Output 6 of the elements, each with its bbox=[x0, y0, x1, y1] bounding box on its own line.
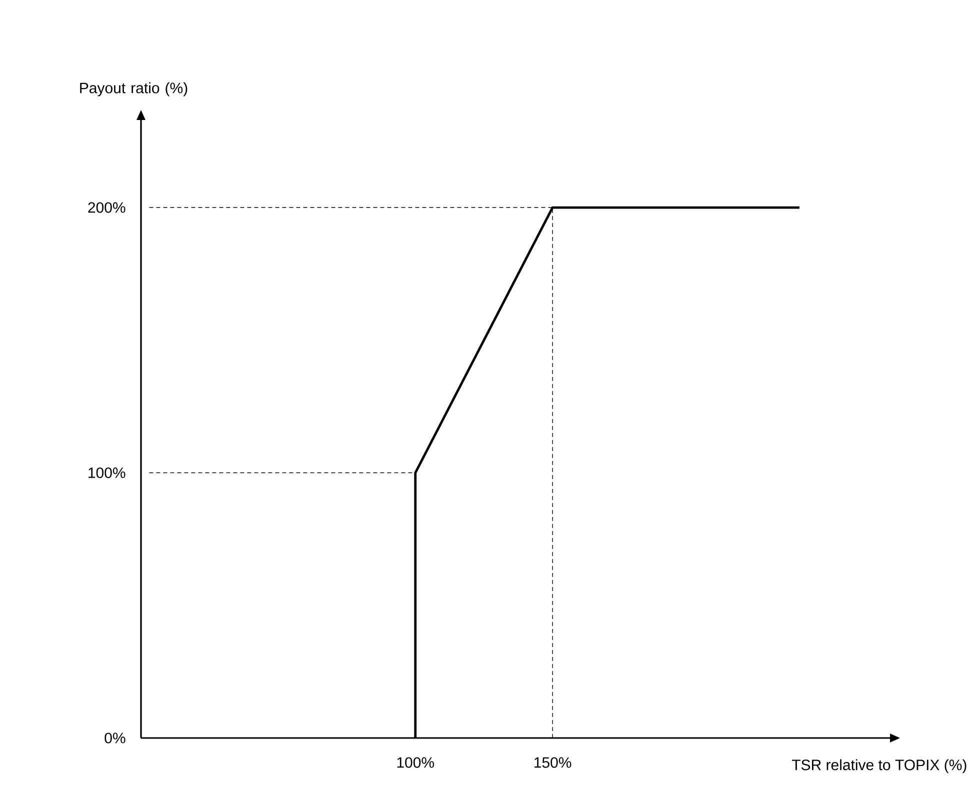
y-tick-label: 0% bbox=[104, 732, 126, 744]
y-axis-title: Payout ratio (%) bbox=[80, 82, 188, 96]
y-tick-label: 200% bbox=[88, 202, 126, 213]
x-tick-label: 150% bbox=[534, 757, 572, 768]
y-tick-label: 100% bbox=[88, 467, 126, 478]
x-axis-title: TSR relative to TOPIX (%) bbox=[792, 759, 966, 774]
